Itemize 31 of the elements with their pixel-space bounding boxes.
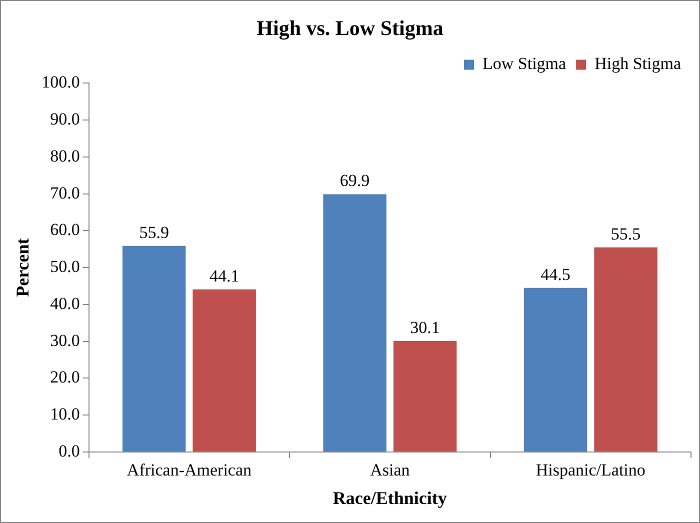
y-tick-label: 0.0 bbox=[58, 441, 80, 460]
legend-label: Low Stigma bbox=[482, 54, 567, 74]
x-axis-title: Race/Ethnicity bbox=[332, 488, 447, 508]
y-tick-label: 70.0 bbox=[50, 183, 80, 202]
x-tick-label: Asian bbox=[370, 460, 410, 480]
data-label: 30.1 bbox=[410, 318, 440, 337]
x-tick-label: Hispanic/Latino bbox=[536, 460, 646, 480]
bar bbox=[594, 247, 658, 452]
bar bbox=[122, 246, 186, 452]
y-tick-label: 30.0 bbox=[50, 330, 80, 350]
y-axis-title: Percent bbox=[12, 238, 32, 297]
y-tick-label: 10.0 bbox=[50, 404, 80, 424]
y-tick-label: 60.0 bbox=[50, 220, 80, 240]
y-tick-label: 100.0 bbox=[42, 72, 80, 92]
data-label: 69.9 bbox=[340, 171, 370, 190]
bar bbox=[323, 194, 386, 452]
bar bbox=[192, 289, 256, 452]
y-tick-label: 20.0 bbox=[50, 368, 80, 387]
y-tick-label: 90.0 bbox=[50, 110, 80, 129]
data-label: 44.1 bbox=[209, 266, 240, 286]
data-label: 44.5 bbox=[540, 264, 570, 284]
bar bbox=[393, 340, 457, 452]
y-tick-label: 50.0 bbox=[50, 257, 80, 276]
data-label: 55.5 bbox=[610, 224, 641, 244]
chart-title: High vs. Low Stigma bbox=[256, 16, 444, 40]
bar bbox=[524, 288, 588, 452]
x-tick-label: African-American bbox=[126, 460, 252, 480]
y-tick-label: 40.0 bbox=[50, 294, 80, 313]
legend-label: High Stigma bbox=[594, 54, 682, 74]
y-tick-label: 80.0 bbox=[50, 146, 80, 166]
data-label: 55.9 bbox=[139, 222, 169, 242]
